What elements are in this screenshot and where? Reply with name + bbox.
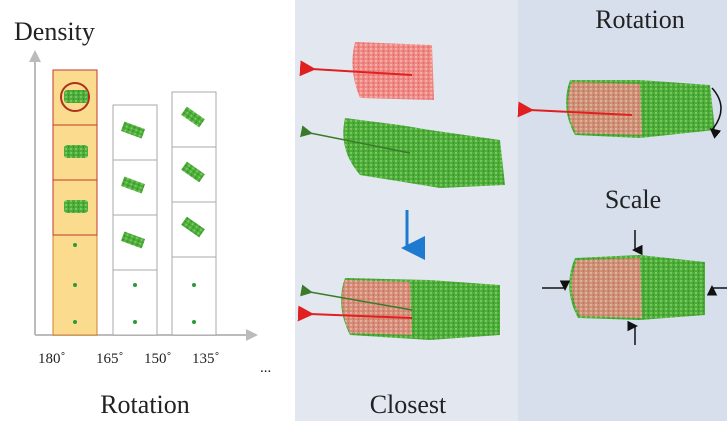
column-165 [113,105,157,335]
left-panel: Density 180˚ 165˚ 150˚ [14,17,271,419]
density-label: Density [14,17,95,46]
x-arrow [246,329,258,341]
angle-label: 150˚ [144,351,172,367]
rotation-caption: Rotation [100,390,190,419]
y-arrow [29,50,41,62]
angle-label: 180˚ [38,351,66,367]
angle-label: 165˚ [96,351,124,367]
ellipsis: ... [260,360,271,376]
rotation-label: Rotation [595,5,685,34]
column-150 [172,92,216,335]
scale-label: Scale [605,185,661,214]
figure: Density 180˚ 165˚ 150˚ [0,0,727,421]
closest-caption: Closest [370,390,447,419]
angle-label: 135˚ [192,351,220,367]
